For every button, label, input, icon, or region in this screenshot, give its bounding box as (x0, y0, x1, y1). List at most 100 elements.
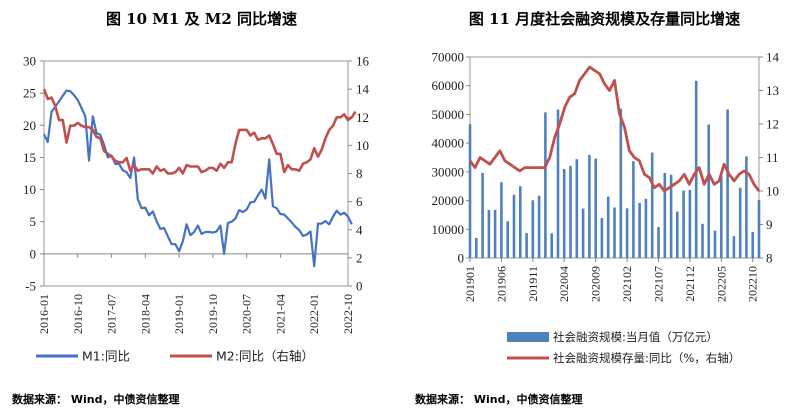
left-x-tick-label: 2017-07 (105, 294, 119, 334)
financing-bar (600, 218, 604, 258)
right-right-y-tick-label: 9 (766, 217, 773, 232)
right-right-y-tick-label: 10 (766, 184, 779, 199)
right-x-tick-label: 202009 (589, 266, 603, 302)
financing-bar (562, 169, 566, 258)
financing-bar (500, 182, 503, 258)
financing-bar (468, 124, 472, 258)
right-x-tick-label: 202102 (620, 266, 634, 302)
legend-bar-swatch (507, 332, 549, 342)
financing-bar (625, 208, 629, 258)
financing-bar (657, 227, 660, 258)
right-right-y-tick-label: 8 (766, 251, 773, 266)
financing-bar (701, 223, 704, 258)
financing-bar (519, 186, 522, 258)
financing-bar (751, 231, 754, 258)
financing-bar (757, 200, 761, 258)
financing-bar (726, 109, 729, 258)
financing-bar (525, 233, 528, 258)
left-y-tick-label: 15 (23, 150, 36, 165)
legend-bar-label: 社会融资规模:当月值（万亿元） (553, 330, 718, 344)
right-right-y-tick-label: 13 (766, 83, 779, 98)
left-right-y-tick-label: 6 (356, 194, 363, 209)
right-y-tick-label: 60000 (432, 78, 465, 93)
financing-bar (632, 161, 635, 258)
right-x-tick-label: 201906 (494, 266, 508, 302)
financing-bar (556, 109, 560, 258)
left-y-tick-label: -5 (25, 279, 36, 294)
left-x-tick-label: 2016-10 (71, 294, 85, 334)
social-financing-chart-panel: 图 11 月度社会融资规模及存量同比增速 0 10000 20000 30000 400… (403, 0, 806, 416)
financing-bar (606, 196, 610, 258)
financing-bar (676, 211, 679, 258)
financing-bar (650, 152, 654, 258)
right-x-tick-label: 201911 (526, 266, 540, 302)
left-x-tick-label: 2018-04 (138, 294, 152, 334)
left-right-y-tick-label: 8 (356, 166, 363, 181)
left-y-tick-label: 20 (23, 118, 36, 133)
financing-bar (506, 221, 509, 258)
financing-bar (613, 207, 616, 258)
legend-m1-label: M1:同比 (82, 349, 130, 364)
left-y-tick-label: 25 (23, 86, 36, 101)
financing-bar (487, 210, 491, 258)
right-source-note: 数据来源： Wind，中债资信整理 (415, 393, 583, 406)
right-chart-title: 图 11 月度社会融资规模及存量同比增速 (468, 10, 741, 28)
left-plot-frame (43, 60, 349, 287)
financing-bar (588, 154, 591, 258)
left-right-y-tick-label: 14 (356, 82, 370, 97)
right-x-tick-label: 201901 (463, 266, 477, 302)
financing-bar (481, 173, 484, 258)
financing-bar (638, 202, 641, 258)
m1-m2-chart-panel: 图 10 M1 及 M2 同比增速 -5 0 5 10 15 20 25 30 0 2 4 6 8 10 1… (12, 10, 370, 406)
right-y-tick-label: 50000 (432, 107, 465, 122)
left-y-tick-label: 5 (30, 214, 37, 229)
financing-bar (644, 198, 648, 258)
left-right-y-tick-label: 4 (356, 222, 363, 237)
left-chart-svg: -5 0 5 10 15 20 25 30 0 2 4 6 8 10 12 14 16 2016-01 2016-1… (23, 54, 370, 364)
financing-bar (707, 124, 710, 258)
legend-line-label: 社会融资规模存量:同比（%，右轴） (553, 351, 740, 365)
left-y-tick-label: 30 (23, 54, 36, 69)
right-right-y-tick-label: 14 (766, 50, 780, 65)
right-right-y-tick-label: 11 (766, 150, 779, 165)
financing-bar (569, 165, 572, 258)
right-y-tick-label: 20000 (432, 193, 465, 208)
left-y-tick-label: 0 (30, 246, 37, 261)
left-right-y-tick-label: 10 (356, 138, 369, 153)
financing-bar (669, 174, 673, 258)
financing-bar (619, 108, 623, 258)
left-right-y-tick-label: 2 (356, 250, 363, 265)
financing-bar (745, 156, 748, 258)
left-x-tick-label: 2019-10 (206, 294, 220, 334)
m1-series-line (43, 89, 353, 268)
financing-bar (512, 194, 516, 258)
right-x-tick-label: 202112 (683, 266, 697, 302)
left-source-note: 数据来源： Wind，中债资信整理 (12, 393, 180, 406)
left-chart-title: 图 10 M1 及 M2 同比增速 (105, 10, 298, 28)
financing-bar (537, 195, 541, 258)
right-x-tick-label: 202004 (557, 266, 571, 302)
financing-bar (688, 189, 692, 258)
left-x-tick-label: 2022-01 (307, 294, 321, 334)
financing-bar (531, 200, 535, 258)
financing-bar (544, 112, 547, 259)
financing-bar (720, 176, 723, 258)
left-x-tick-label: 2022-10 (341, 294, 355, 334)
financing-bar (475, 237, 478, 258)
m2-series-line (42, 88, 357, 175)
financing-bar (550, 233, 553, 258)
financing-bar (575, 159, 579, 258)
right-y-tick-label: 70000 (432, 50, 465, 65)
financing-bar (732, 236, 736, 258)
right-y-tick-label: 30000 (432, 164, 465, 179)
left-x-tick-label: 2016-01 (37, 294, 51, 334)
right-x-tick-label: 202210 (746, 266, 760, 302)
right-chart-svg: 0 10000 20000 30000 40000 50000 60000 70000 8 9 10… (432, 50, 780, 366)
financing-bar (738, 187, 742, 258)
legend-m2-label: M2:同比（右轴） (216, 349, 314, 364)
right-y-tick-label: 10000 (432, 222, 465, 237)
right-y-tick-label: 0 (458, 251, 465, 266)
right-right-y-tick-label: 12 (766, 117, 779, 132)
financing-bar (493, 209, 497, 258)
left-right-y-tick-label: 16 (356, 54, 370, 69)
